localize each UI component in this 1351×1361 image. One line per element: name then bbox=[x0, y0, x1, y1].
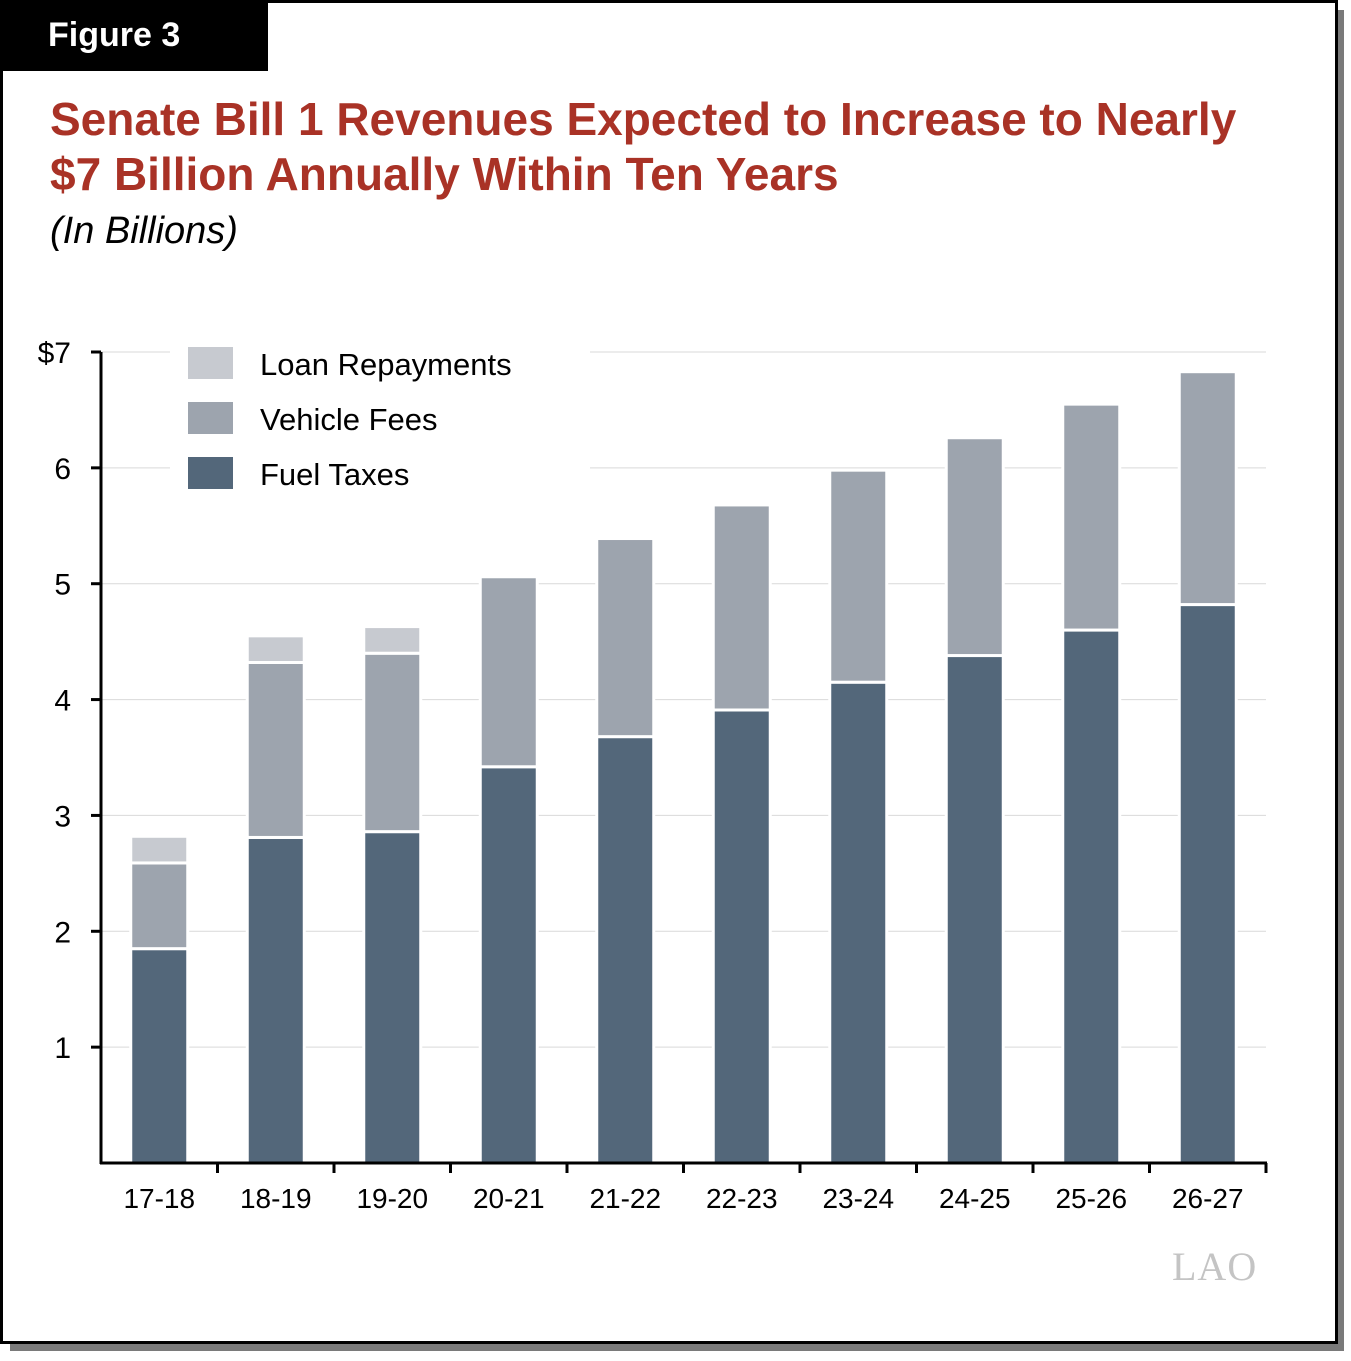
bar-segment-vehicle-fees bbox=[245, 660, 306, 839]
bar-segment-vehicle-fees bbox=[1061, 402, 1122, 632]
x-tick-label: 26-27 bbox=[1172, 1183, 1244, 1214]
bar-segment-vehicle-fees bbox=[362, 651, 423, 834]
bar-segment-fuel-taxes bbox=[245, 835, 306, 1165]
legend-background bbox=[170, 338, 590, 508]
bar-segment-vehicle-fees bbox=[478, 575, 539, 769]
legend-label: Fuel Taxes bbox=[260, 457, 409, 492]
y-tick-label: 1 bbox=[54, 1032, 71, 1065]
y-tick-label: 5 bbox=[54, 569, 71, 602]
y-tick-label: $7 bbox=[38, 337, 71, 370]
y-tick-label: 4 bbox=[54, 685, 71, 718]
legend: Loan Repayments Vehicle Fees Fuel Taxes bbox=[170, 338, 590, 508]
legend-swatch bbox=[188, 457, 233, 489]
bar-segment-fuel-taxes bbox=[362, 830, 423, 1165]
figure-label: Figure 3 bbox=[0, 0, 268, 71]
bar-segment-fuel-taxes bbox=[478, 765, 539, 1165]
x-tick-label: 21-22 bbox=[589, 1183, 661, 1214]
bar-segment-vehicle-fees bbox=[1177, 370, 1238, 607]
bar-segment-fuel-taxes bbox=[711, 708, 772, 1165]
axes: 1 2 3 4 5 6 $7 17-18 18-19 19-20 20-21 21-22 22-23 23… bbox=[38, 337, 1268, 1214]
x-tick-label: 22-23 bbox=[706, 1183, 778, 1214]
x-tick-label: 25-26 bbox=[1055, 1183, 1127, 1214]
chart-subtitle: (In Billions) bbox=[50, 210, 238, 252]
bar-segment-fuel-taxes bbox=[944, 654, 1005, 1165]
x-tick-label: 18-19 bbox=[240, 1183, 312, 1214]
bar-segment-loan-repayments bbox=[362, 625, 423, 655]
bar-segment-vehicle-fees bbox=[944, 436, 1005, 658]
y-tick-label: 2 bbox=[54, 916, 71, 949]
bar-segment-vehicle-fees bbox=[711, 503, 772, 712]
bar-segment-vehicle-fees bbox=[129, 861, 190, 951]
x-tick-label: 24-25 bbox=[939, 1183, 1011, 1214]
legend-swatch bbox=[188, 347, 233, 379]
legend-label: Loan Repayments bbox=[260, 347, 512, 382]
bars bbox=[129, 370, 1238, 1165]
chart-title: Senate Bill 1 Revenues Expected to Incre… bbox=[50, 93, 1237, 200]
bar-segment-fuel-taxes bbox=[828, 680, 889, 1165]
bar-segment-fuel-taxes bbox=[595, 735, 656, 1165]
bar-segment-fuel-taxes bbox=[1061, 628, 1122, 1165]
bar-segment-vehicle-fees bbox=[828, 468, 889, 684]
bar-segment-fuel-taxes bbox=[129, 947, 190, 1165]
bar-segment-loan-repayments bbox=[129, 834, 190, 865]
bar-segment-fuel-taxes bbox=[1177, 603, 1238, 1165]
legend-label: Vehicle Fees bbox=[260, 402, 438, 437]
x-tick-label: 17-18 bbox=[123, 1183, 195, 1214]
x-tick-label: 23-24 bbox=[822, 1183, 894, 1214]
bar-segment-vehicle-fees bbox=[595, 537, 656, 739]
x-tick-label: 20-21 bbox=[473, 1183, 545, 1214]
legend-swatch bbox=[188, 402, 233, 434]
lao-logo: LAO bbox=[1172, 1244, 1258, 1289]
y-tick-label: 6 bbox=[54, 453, 71, 486]
x-tick-label: 19-20 bbox=[356, 1183, 428, 1214]
y-tick-label: 3 bbox=[54, 800, 71, 833]
bar-segment-loan-repayments bbox=[245, 634, 306, 664]
